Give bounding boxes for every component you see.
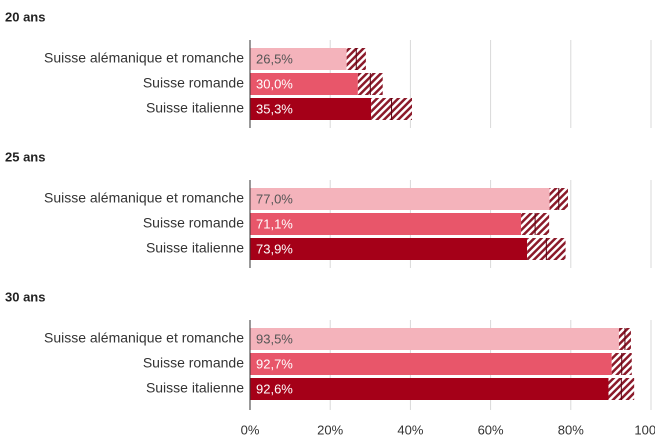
- x-tick-label: 0%: [241, 422, 260, 437]
- x-tick-label: 40%: [397, 422, 423, 437]
- category-label: Suisse alémanique et romanche: [44, 50, 244, 66]
- panel-title: 20 ans: [5, 9, 45, 24]
- value-label: 30,0%: [256, 76, 293, 91]
- category-label: Suisse alémanique et romanche: [44, 190, 244, 206]
- value-label: 92,6%: [256, 381, 293, 396]
- category-label: Suisse italienne: [146, 240, 244, 256]
- bar: [250, 188, 550, 210]
- bar: [250, 378, 609, 400]
- value-label: 73,9%: [256, 241, 293, 256]
- bar: [250, 213, 522, 235]
- x-tick-label: 100%: [634, 422, 655, 437]
- bar: [250, 98, 372, 120]
- value-label: 92,7%: [256, 356, 293, 371]
- x-tick-label: 60%: [478, 422, 504, 437]
- bar: [250, 238, 528, 260]
- x-tick-label: 20%: [317, 422, 343, 437]
- value-label: 93,5%: [256, 331, 293, 346]
- value-label: 35,3%: [256, 101, 293, 116]
- bar: [250, 328, 619, 350]
- category-label: Suisse italienne: [146, 100, 244, 116]
- category-label: Suisse romande: [143, 75, 244, 91]
- category-label: Suisse alémanique et romanche: [44, 330, 244, 346]
- value-label: 26,5%: [256, 51, 293, 66]
- panel-title: 30 ans: [5, 289, 45, 304]
- category-label: Suisse romande: [143, 215, 244, 231]
- value-label: 71,1%: [256, 216, 293, 231]
- bar: [250, 73, 358, 95]
- x-tick-label: 80%: [558, 422, 584, 437]
- bar: [250, 48, 347, 70]
- category-label: Suisse italienne: [146, 380, 244, 396]
- panel-title: 25 ans: [5, 149, 45, 164]
- value-label: 77,0%: [256, 191, 293, 206]
- bar: [250, 353, 612, 375]
- category-label: Suisse romande: [143, 355, 244, 371]
